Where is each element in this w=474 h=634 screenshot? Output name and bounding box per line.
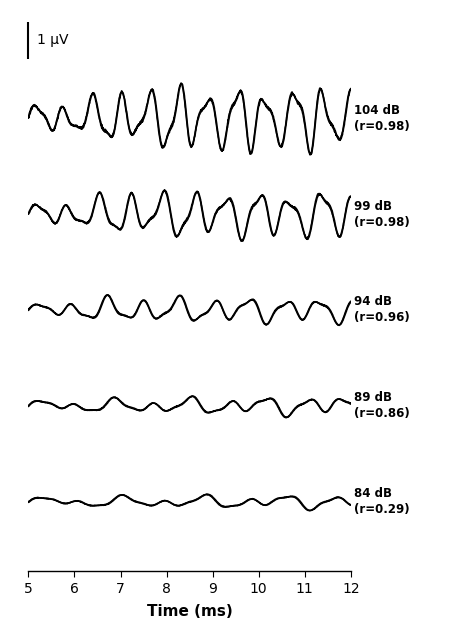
Text: 1 μV: 1 μV [36,34,68,48]
Text: 104 dB
(r=0.98): 104 dB (r=0.98) [355,103,410,133]
Text: 94 dB
(r=0.96): 94 dB (r=0.96) [355,295,410,325]
Text: 84 dB
(r=0.29): 84 dB (r=0.29) [355,488,410,516]
Text: 99 dB
(r=0.98): 99 dB (r=0.98) [355,200,410,228]
Text: 89 dB
(r=0.86): 89 dB (r=0.86) [355,391,410,420]
X-axis label: Time (ms): Time (ms) [147,604,232,619]
